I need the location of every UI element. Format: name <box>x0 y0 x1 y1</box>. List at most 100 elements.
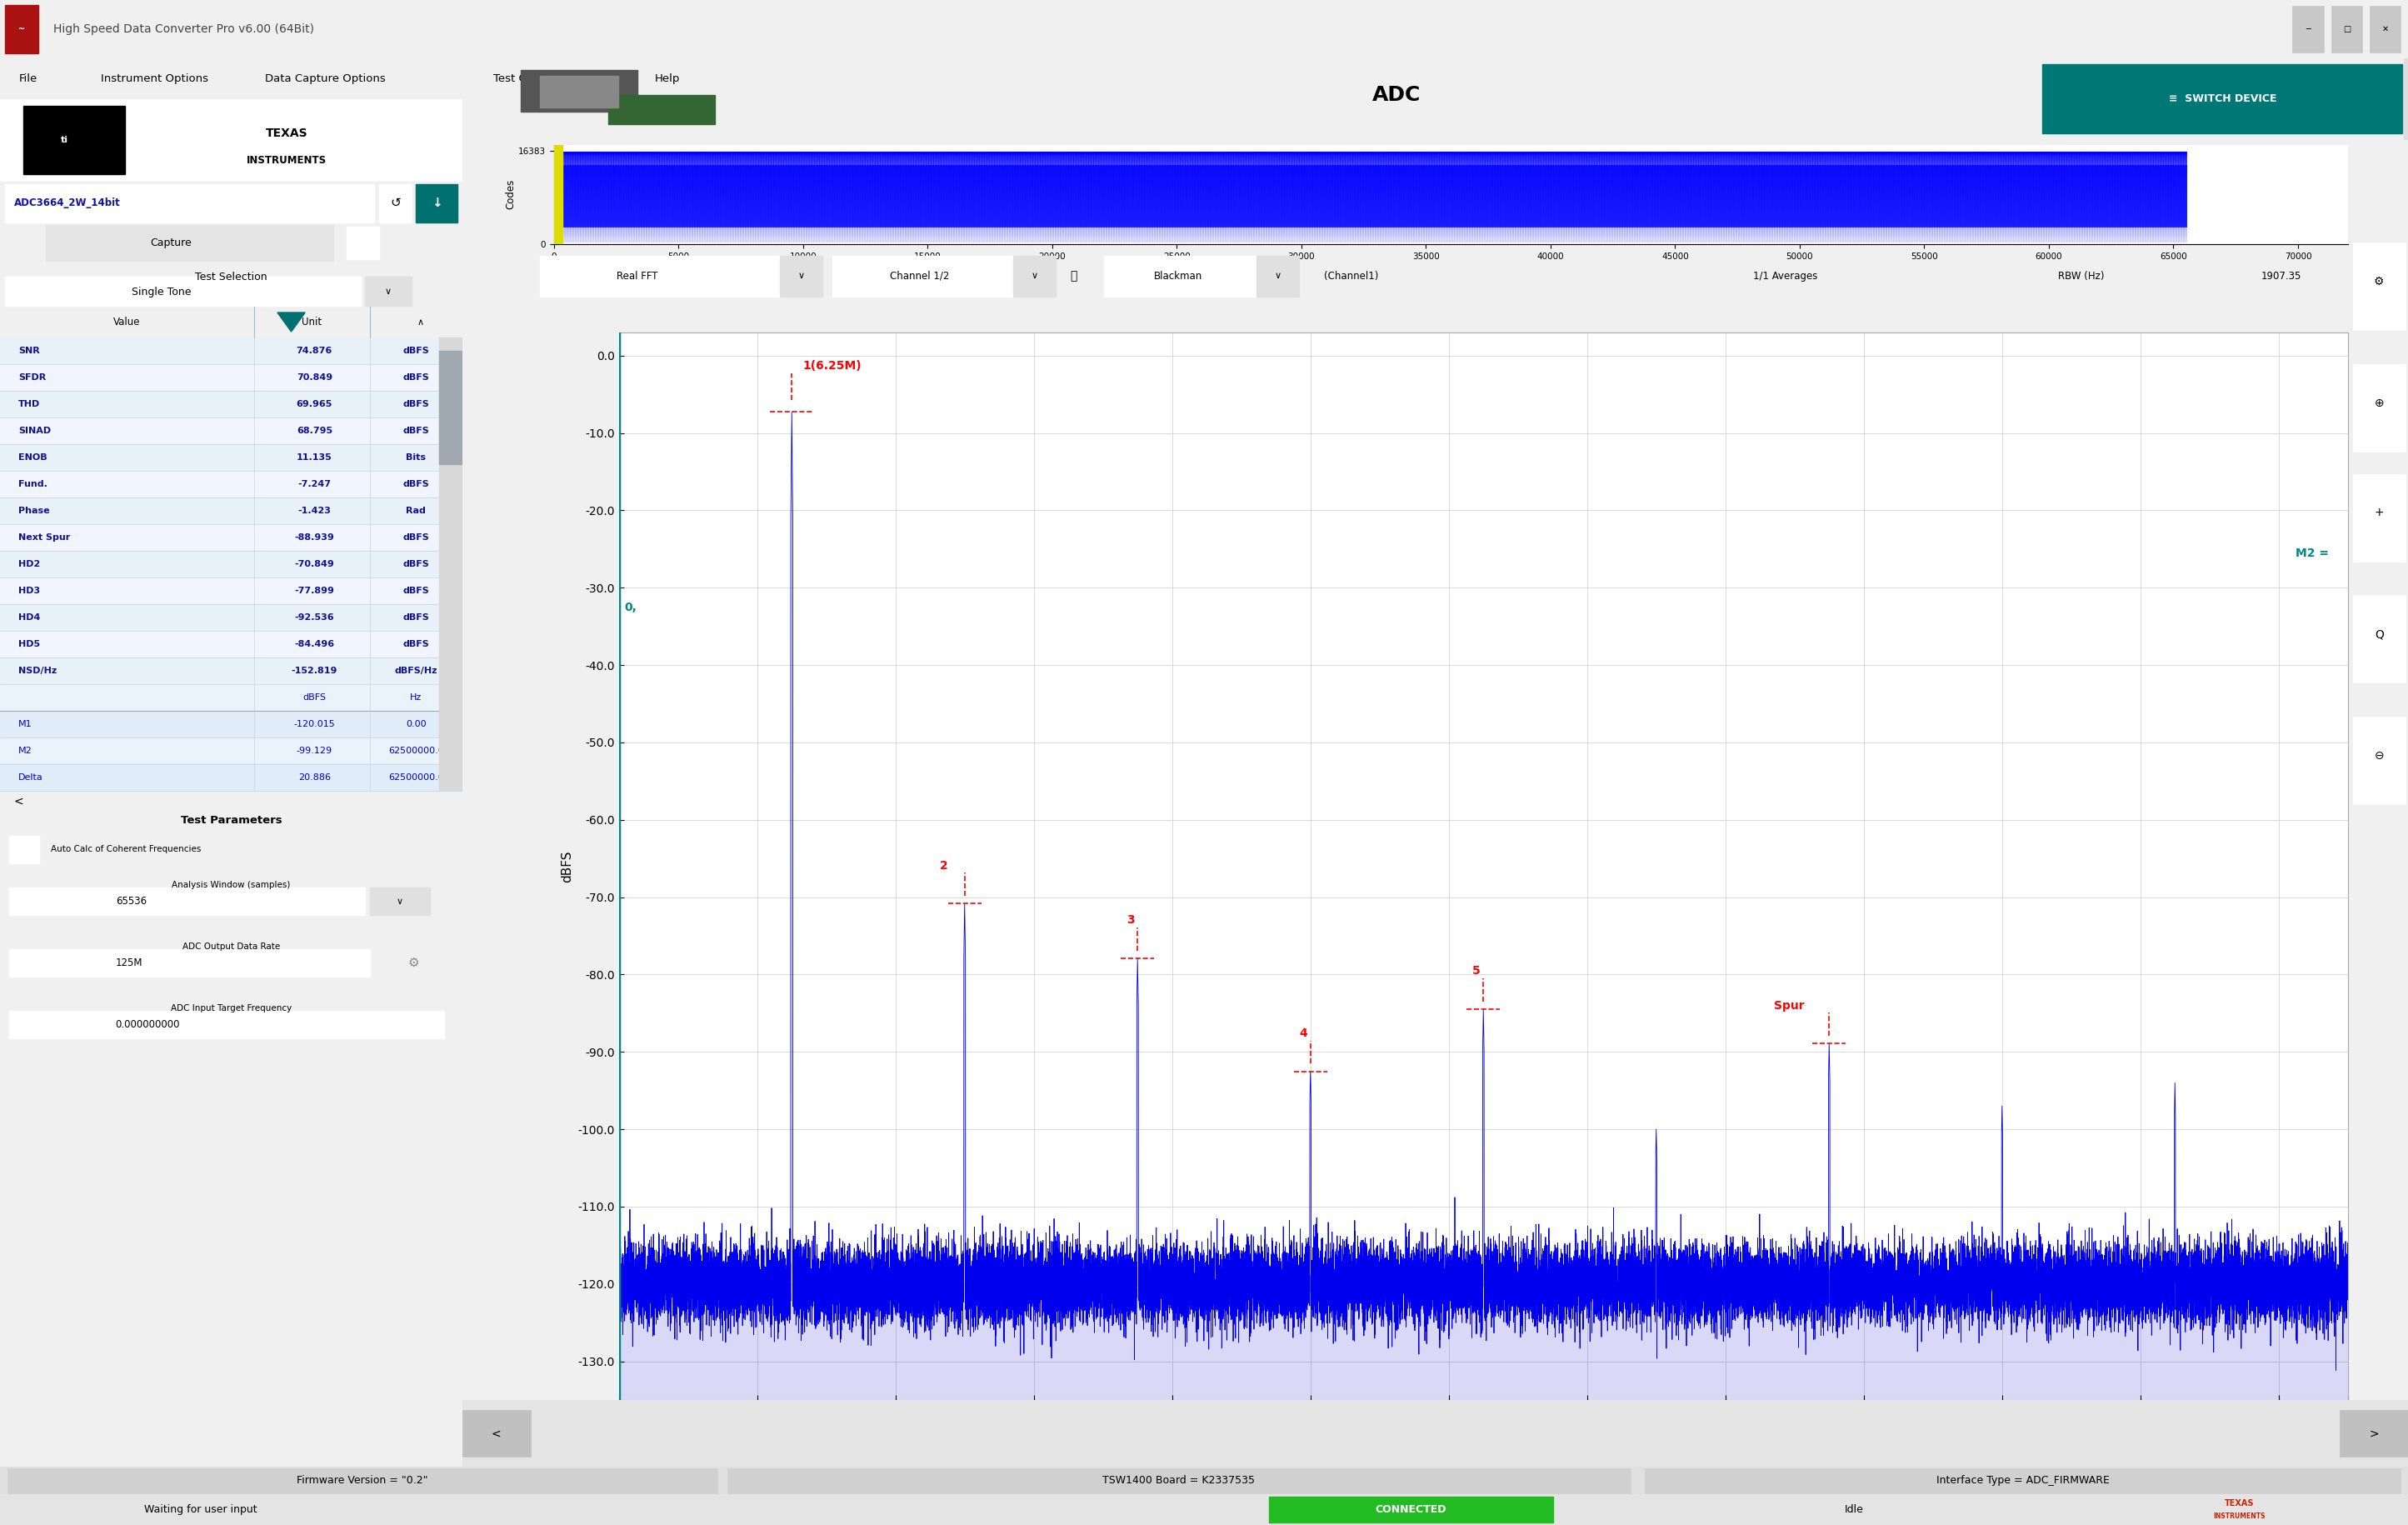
Bar <box>46 226 332 261</box>
Bar <box>5 5 39 53</box>
Text: 0,: 0, <box>624 602 636 613</box>
Bar <box>0 471 462 497</box>
Text: ∨: ∨ <box>797 271 804 281</box>
Text: ∨: ∨ <box>1274 271 1281 281</box>
Bar <box>378 185 412 223</box>
Text: 20.886: 20.886 <box>299 773 330 781</box>
Bar <box>0 578 462 604</box>
Text: ≡  SWITCH DEVICE: ≡ SWITCH DEVICE <box>2170 93 2278 105</box>
Bar <box>0 390 462 418</box>
Text: ⊖: ⊖ <box>2374 750 2384 761</box>
Text: HD4: HD4 <box>19 613 41 621</box>
Bar <box>2353 364 2406 451</box>
Text: 3: 3 <box>1127 915 1134 926</box>
Bar <box>417 185 458 223</box>
Text: 62500000.0: 62500000.0 <box>388 773 443 781</box>
Text: ⚙: ⚙ <box>2374 276 2384 288</box>
Text: dBFS/Hz: dBFS/Hz <box>395 666 438 674</box>
Text: >: > <box>2369 1427 2379 1440</box>
Bar <box>0 657 462 683</box>
Bar <box>366 278 412 307</box>
Text: ∨: ∨ <box>397 897 402 906</box>
Text: -152.819: -152.819 <box>291 666 337 674</box>
Text: dBFS: dBFS <box>402 480 429 488</box>
Text: dBFS: dBFS <box>402 560 429 567</box>
Text: RBW (Hz): RBW (Hz) <box>2059 270 2105 282</box>
Text: 0.00: 0.00 <box>407 720 426 727</box>
Text: Blackman: Blackman <box>1153 270 1202 282</box>
X-axis label: Frequency (Hz): Frequency (Hz) <box>1435 1420 1531 1434</box>
Text: Single Tone: Single Tone <box>132 287 193 297</box>
Text: ADC3664_2W_14bit: ADC3664_2W_14bit <box>14 198 120 209</box>
Text: Unit: Unit <box>301 317 323 328</box>
Text: THD: THD <box>19 400 41 409</box>
Text: 74.876: 74.876 <box>296 346 332 355</box>
Bar <box>462 1411 530 1456</box>
Text: Instrument Options: Instrument Options <box>101 73 209 84</box>
Text: HD5: HD5 <box>19 639 41 648</box>
Bar <box>780 256 821 296</box>
Text: CONNECTED: CONNECTED <box>1375 1504 1447 1516</box>
Text: ADC Input Target Frequency: ADC Input Target Frequency <box>171 1003 291 1013</box>
Bar <box>10 1011 443 1039</box>
Bar <box>2353 242 2406 331</box>
Text: ADC Output Data Rate: ADC Output Data Rate <box>183 942 279 950</box>
Text: SFDR: SFDR <box>19 374 46 381</box>
Text: 68.795: 68.795 <box>296 427 332 435</box>
Bar <box>24 105 125 174</box>
Bar <box>1014 256 1055 296</box>
Text: dBFS: dBFS <box>402 639 429 648</box>
Text: INSTRUMENTS: INSTRUMENTS <box>246 156 327 166</box>
Bar <box>0 418 462 444</box>
Text: -1.423: -1.423 <box>299 506 330 515</box>
Text: 125M: 125M <box>116 958 142 968</box>
Bar <box>10 836 39 863</box>
Bar <box>833 256 1016 296</box>
Text: HD3: HD3 <box>19 587 41 595</box>
Text: -7.247: -7.247 <box>299 480 330 488</box>
Text: ⧉: ⧉ <box>1069 270 1076 282</box>
Bar <box>5 278 361 307</box>
Text: ~: ~ <box>19 24 24 34</box>
Text: -88.939: -88.939 <box>294 534 335 541</box>
Bar <box>438 351 462 464</box>
Text: -77.899: -77.899 <box>294 587 335 595</box>
Text: dBFS: dBFS <box>402 534 429 541</box>
Bar <box>2369 6 2401 52</box>
Bar <box>0 630 462 657</box>
Text: ENOB: ENOB <box>19 453 48 462</box>
Text: INSTRUMENTS: INSTRUMENTS <box>2213 1513 2266 1519</box>
Text: M2 =: M2 = <box>2295 547 2329 560</box>
Text: Auto Calc of Coherent Frequencies: Auto Calc of Coherent Frequencies <box>51 845 202 854</box>
Bar <box>0 764 462 790</box>
Text: Idle: Idle <box>1845 1504 1864 1516</box>
Text: Real FFT: Real FFT <box>616 270 657 282</box>
Text: ti: ti <box>60 136 67 145</box>
Bar <box>0 711 462 737</box>
Y-axis label: dBFS: dBFS <box>561 849 573 883</box>
Bar <box>371 888 431 915</box>
Bar <box>0 683 462 711</box>
Bar <box>7 1469 718 1493</box>
Text: ─: ─ <box>2304 24 2312 34</box>
Bar <box>0 307 462 337</box>
Text: Hz: Hz <box>409 692 421 702</box>
Text: -84.496: -84.496 <box>294 639 335 648</box>
Text: ∧: ∧ <box>417 317 424 326</box>
Text: ∨: ∨ <box>1031 271 1038 281</box>
Bar <box>2292 6 2324 52</box>
Text: ADC: ADC <box>1373 85 1421 105</box>
Bar <box>438 337 462 790</box>
Text: Delta: Delta <box>19 773 43 781</box>
Text: Next Spur: Next Spur <box>19 534 70 541</box>
Text: dBFS: dBFS <box>402 400 429 409</box>
Bar <box>2331 6 2362 52</box>
Bar <box>347 226 378 259</box>
Text: <: < <box>491 1427 501 1440</box>
Text: Fund.: Fund. <box>19 480 48 488</box>
Text: Waiting for user input: Waiting for user input <box>144 1504 258 1516</box>
Bar <box>0 444 462 471</box>
Text: -92.536: -92.536 <box>294 613 335 621</box>
Bar <box>2353 595 2406 683</box>
Text: 62500000.0: 62500000.0 <box>388 746 443 755</box>
